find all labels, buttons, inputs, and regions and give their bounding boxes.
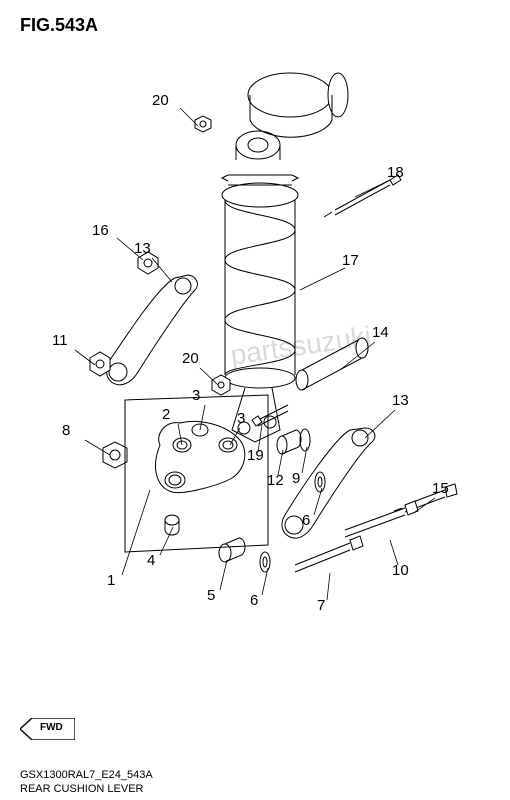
callout-5: 5 [207,587,215,604]
callout-6: 6 [302,512,310,529]
callout-20: 20 [152,92,169,109]
callout-12: 12 [267,472,284,489]
fwd-text: FWD [40,722,63,733]
callout-19: 19 [247,447,264,464]
footer-part-name: REAR CUSHION LEVER [20,782,143,796]
callout-16: 16 [92,222,109,239]
callout-8: 8 [62,422,70,439]
footer-model-code: GSX1300RAL7_E24_543A [20,768,153,782]
callout-3: 3 [192,387,200,404]
fwd-direction-badge: FWD [20,718,75,740]
callout-13: 13 [392,392,409,409]
callout-13: 13 [134,240,151,257]
callout-9: 9 [292,470,300,487]
callout-14: 14 [372,324,389,341]
callout-1: 1 [107,572,115,589]
callout-15: 15 [432,480,449,497]
callout-11: 11 [52,332,68,349]
callout-17: 17 [342,252,359,269]
callout-10: 10 [392,562,409,579]
callout-18: 18 [387,164,404,181]
callout-6: 6 [250,592,258,609]
callout-3: 3 [237,410,245,427]
callout-4: 4 [147,552,155,569]
callout-7: 7 [317,597,325,614]
callout-2: 2 [162,406,170,423]
callout-20: 20 [182,350,199,367]
callout-layer [0,0,510,800]
